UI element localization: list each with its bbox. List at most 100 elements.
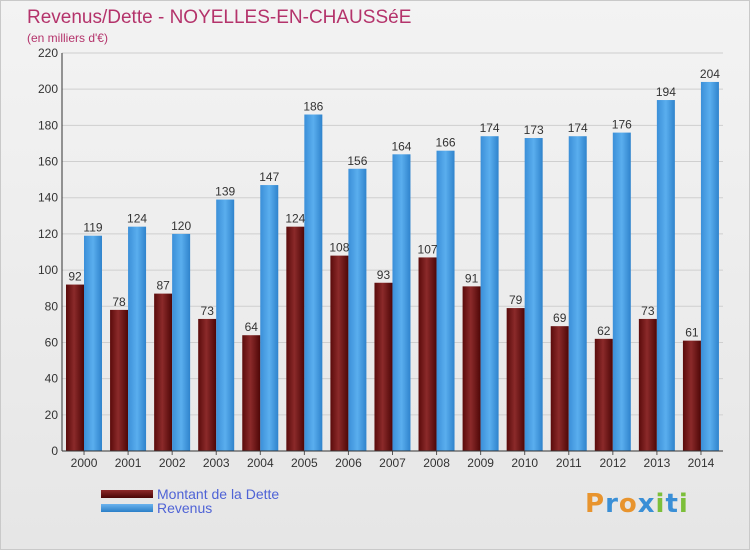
chart-subtitle: (en milliers d'€)	[27, 31, 108, 45]
data-label-dette: 64	[245, 320, 259, 334]
chart-legend: Montant de la Dette Revenus	[101, 487, 279, 515]
bar-dette	[330, 255, 349, 451]
data-label-revenus: 176	[612, 118, 632, 132]
y-tick-label: 0	[51, 444, 58, 458]
data-label-dette: 61	[685, 326, 699, 340]
x-tick-label: 2013	[644, 456, 671, 470]
legend-swatch-dette	[101, 490, 153, 498]
logo-letter: i	[678, 489, 689, 519]
bar-dette	[682, 340, 701, 451]
y-tick-label: 120	[38, 227, 58, 241]
x-tick-label: 2014	[688, 456, 715, 470]
y-tick-label: 20	[45, 408, 59, 422]
legend-item-dette: Montant de la Dette	[101, 487, 279, 501]
bar-dette	[66, 284, 84, 451]
data-label-dette: 108	[329, 241, 349, 255]
data-label-dette: 62	[597, 324, 611, 338]
bar-revenus	[216, 199, 235, 451]
data-label-revenus: 119	[83, 221, 102, 235]
data-label-dette: 78	[112, 295, 126, 309]
data-label-revenus: 124	[127, 212, 147, 226]
bar-dette	[286, 226, 305, 451]
y-tick-label: 60	[45, 335, 59, 349]
y-tick-label: 160	[38, 155, 58, 169]
data-label-dette: 87	[156, 279, 170, 293]
bar-dette	[638, 318, 657, 451]
bar-dette	[418, 257, 437, 451]
bar-dette	[462, 286, 481, 451]
proxiti-logo: Proxiti	[585, 489, 689, 519]
legend-label-revenus: Revenus	[157, 500, 213, 516]
bar-revenus	[348, 168, 367, 452]
bar-revenus	[84, 235, 102, 451]
bar-dette	[374, 282, 393, 451]
logo-letter: P	[585, 489, 606, 519]
data-label-dette: 91	[465, 271, 479, 285]
bar-dette	[550, 326, 569, 451]
data-label-revenus: 166	[436, 136, 456, 150]
bar-revenus	[524, 138, 543, 451]
data-label-revenus: 120	[171, 219, 191, 233]
bar-revenus	[128, 226, 147, 451]
x-tick-label: 2008	[423, 456, 450, 470]
bar-dette	[110, 309, 129, 451]
y-tick-label: 140	[38, 191, 58, 205]
data-label-dette: 69	[553, 311, 567, 325]
x-tick-label: 2006	[335, 456, 362, 470]
legend-swatch-revenus	[101, 504, 153, 512]
x-tick-label: 2010	[511, 456, 538, 470]
x-tick-label: 2000	[71, 456, 98, 470]
bar-dette	[242, 335, 261, 451]
bar-revenus	[260, 185, 279, 451]
bar-revenus	[392, 154, 411, 452]
data-label-dette: 79	[509, 293, 523, 307]
bar-revenus	[436, 150, 455, 451]
y-tick-label: 80	[45, 299, 59, 313]
x-tick-label: 2005	[291, 456, 318, 470]
legend-item-revenus: Revenus	[101, 501, 279, 515]
data-label-dette: 73	[201, 304, 215, 318]
data-label-dette: 124	[285, 212, 305, 226]
bar-revenus	[172, 233, 191, 451]
chart-title: Revenus/Dette - NOYELLES-EN-CHAUSSéE	[27, 7, 412, 28]
logo-letter: x	[637, 489, 656, 519]
x-tick-label: 2011	[556, 456, 582, 470]
logo-letter: o	[618, 489, 638, 519]
x-tick-label: 2009	[467, 456, 494, 470]
logo-letter: i	[655, 489, 666, 519]
bar-revenus	[568, 136, 587, 451]
data-label-revenus: 156	[347, 154, 367, 168]
data-label-revenus: 139	[215, 185, 235, 199]
bar-dette	[198, 318, 217, 451]
bar-dette	[506, 308, 525, 451]
data-label-revenus: 173	[524, 123, 544, 137]
bar-revenus	[656, 100, 675, 451]
data-label-revenus: 147	[259, 170, 279, 184]
x-tick-label: 2001	[115, 456, 142, 470]
data-label-dette: 92	[68, 270, 82, 284]
x-tick-label: 2003	[203, 456, 230, 470]
data-label-revenus: 194	[656, 85, 676, 99]
data-label-revenus: 174	[568, 121, 588, 135]
y-tick-label: 100	[38, 263, 58, 277]
logo-letter: r	[605, 489, 619, 519]
data-label-revenus: 204	[700, 67, 720, 81]
data-label-dette: 73	[641, 304, 655, 318]
logo-letter: t	[665, 489, 679, 519]
data-label-revenus: 164	[391, 139, 411, 153]
x-tick-label: 2002	[159, 456, 186, 470]
data-label-revenus: 186	[303, 100, 323, 114]
bar-revenus	[480, 136, 499, 451]
x-tick-label: 2012	[599, 456, 626, 470]
data-label-dette: 93	[377, 268, 391, 282]
bar-revenus	[612, 132, 631, 451]
bar-dette	[594, 338, 613, 451]
x-tick-label: 2007	[379, 456, 406, 470]
y-tick-label: 200	[38, 82, 58, 96]
y-tick-label: 180	[38, 118, 58, 132]
legend-label-dette: Montant de la Dette	[157, 486, 280, 502]
bar-revenus	[700, 81, 719, 451]
data-label-dette: 107	[418, 242, 438, 256]
